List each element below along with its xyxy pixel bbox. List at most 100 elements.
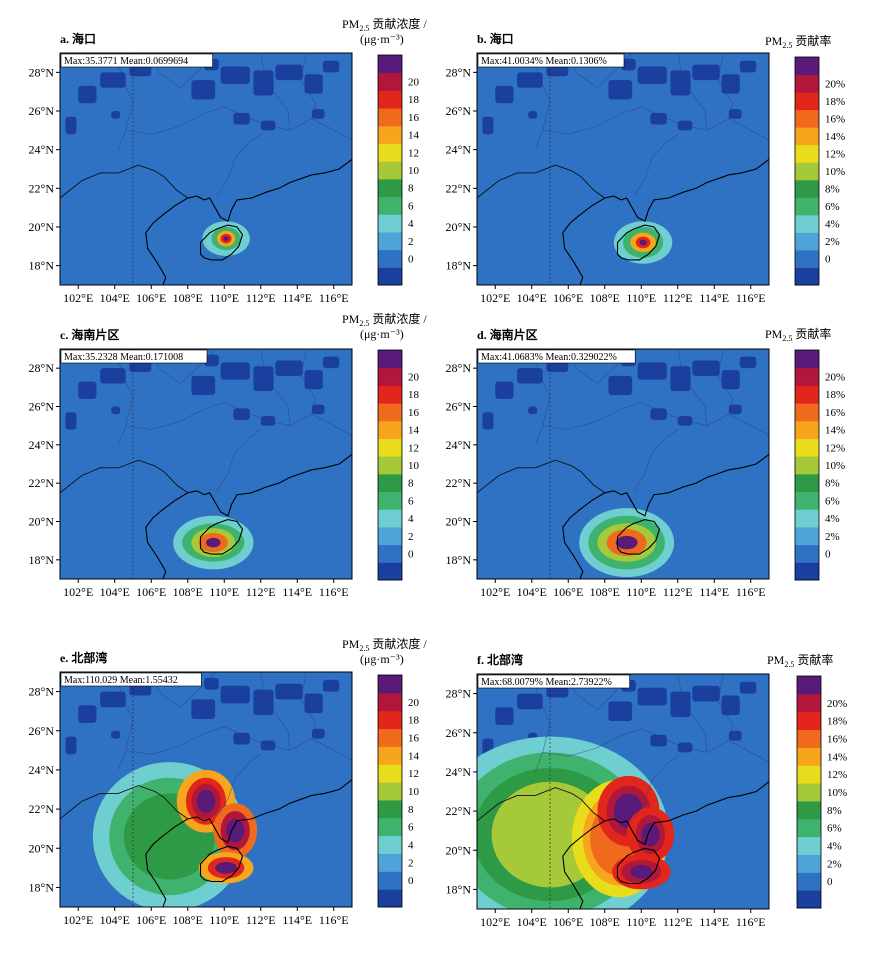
- map-b: [477, 53, 769, 285]
- province-boundary: [677, 674, 708, 753]
- colorbar-cell: [378, 509, 402, 528]
- y-tick-label: 20°N: [446, 220, 472, 234]
- x-tick-label: 110°E: [626, 291, 656, 305]
- colorbar-tick-label: 10%: [827, 787, 847, 799]
- colorbar-cell: [378, 889, 402, 908]
- y-tick-label: 24°N: [29, 438, 55, 452]
- colorbar-tick-label: 4: [408, 513, 414, 525]
- plot-frame: [59, 348, 353, 580]
- x-tick-label: 114°E: [282, 585, 312, 599]
- cloud-region: [233, 112, 250, 125]
- x-tick-label: 104°E: [517, 291, 547, 305]
- colorbar-cell: [795, 109, 819, 128]
- colorbar-tick-label: 0: [825, 254, 831, 266]
- colorbar-tick-label: 14%: [825, 131, 845, 143]
- colorbar-label: PM2.5 贡献浓度 /: [342, 311, 427, 328]
- colorbar-tick-label: 16%: [825, 407, 845, 419]
- x-tick-label: 106°E: [136, 913, 166, 927]
- country-border: [477, 787, 606, 822]
- province-boundary: [300, 53, 316, 119]
- colorbar-tick-label: 4%: [825, 513, 840, 525]
- x-tick-label: 104°E: [100, 291, 130, 305]
- colorbar-cell: [378, 526, 402, 546]
- colorbar-cell: [795, 562, 819, 581]
- hainan-coastline: [199, 519, 244, 555]
- x-tick-label: 116°E: [736, 585, 766, 599]
- cloud-region: [637, 687, 667, 706]
- province-boundary: [542, 106, 769, 141]
- colorbar-cell: [797, 676, 821, 695]
- y-tick-label: 22°N: [446, 476, 472, 490]
- colorbar-cell: [378, 746, 402, 765]
- colorbar-tick-label: 2%: [827, 858, 842, 870]
- cloud-region: [78, 381, 97, 399]
- cloud-region: [482, 116, 494, 135]
- cloud-region: [692, 685, 720, 702]
- x-tick-label: 108°E: [173, 913, 203, 927]
- y-tick-label: 22°N: [29, 476, 55, 490]
- cloud-region: [311, 109, 325, 119]
- colorbar-tick-label: 10: [408, 460, 420, 472]
- colorbar-tick-label: 18%: [825, 389, 845, 401]
- province-boundary: [633, 756, 678, 820]
- colorbar-cell: [378, 249, 402, 268]
- colorbar-tick-label: 20: [408, 697, 420, 709]
- colorbar-cell: [795, 350, 819, 369]
- province-boundary: [216, 133, 261, 197]
- colorbar-frame: [794, 56, 820, 286]
- colorbar-tick-label: 20%: [825, 372, 845, 384]
- y-tick-label: 28°N: [446, 687, 472, 701]
- x-tick-label: 116°E: [319, 585, 349, 599]
- country-border: [477, 164, 606, 199]
- x-tick-label: 116°E: [319, 291, 349, 305]
- cloud-region: [65, 412, 77, 430]
- cloud-region: [495, 381, 514, 399]
- colorbar-label: PM2.5 贡献率: [765, 33, 831, 50]
- colorbar-cell: [378, 161, 402, 180]
- cloud-region: [482, 412, 494, 430]
- colorbar-tick-label: 0: [827, 876, 833, 888]
- x-tick-label: 112°E: [663, 915, 693, 929]
- country-border: [60, 459, 189, 494]
- colorbar-cell: [378, 438, 402, 457]
- y-tick-label: 18°N: [446, 882, 472, 896]
- cloud-region: [65, 736, 77, 755]
- cloud-region: [191, 80, 216, 100]
- colorbar-tick-label: 20: [408, 77, 420, 89]
- colorbar-tick-label: 0: [408, 875, 414, 887]
- y-tick-label: 28°N: [29, 361, 55, 375]
- cloud-region: [517, 72, 543, 88]
- map-f: [477, 674, 769, 909]
- y-tick-label: 20°N: [29, 515, 55, 529]
- cloud-region: [220, 685, 250, 704]
- colorbar-cell: [378, 196, 402, 215]
- cloud-region: [311, 404, 325, 415]
- colorbar-cell: [797, 747, 821, 766]
- cloud-region: [517, 368, 543, 384]
- x-tick-label: 102°E: [63, 291, 93, 305]
- cloud-region: [721, 370, 740, 390]
- x-tick-label: 102°E: [63, 585, 93, 599]
- panel-title: e. 北部湾: [60, 650, 107, 665]
- colorbar-cell: [378, 544, 402, 563]
- cloud-region: [204, 354, 219, 367]
- colorbar-cell: [378, 871, 402, 890]
- cloud-region: [650, 112, 667, 125]
- panel-title: a. 海口: [60, 31, 96, 46]
- colorbar-tick-label: 14%: [825, 425, 845, 437]
- cloud-region: [495, 85, 514, 104]
- colorbar-cell: [795, 232, 819, 251]
- stats-box: [60, 349, 208, 364]
- panel-title: b. 海口: [477, 31, 514, 46]
- x-tick-label: 104°E: [517, 585, 547, 599]
- colorbar-cell: [797, 729, 821, 748]
- colorbar-tick-label: 20%: [825, 78, 845, 90]
- y-tick-label: 28°N: [29, 685, 55, 699]
- colorbar-cell: [378, 108, 402, 127]
- colorbar-cell: [378, 90, 402, 109]
- cloud-region: [220, 66, 250, 84]
- colorbar-tick-label: 10: [408, 786, 420, 798]
- colorbar-cell: [797, 890, 821, 909]
- colorbar-tick-label: 14: [408, 130, 420, 142]
- cloud-region: [608, 375, 633, 395]
